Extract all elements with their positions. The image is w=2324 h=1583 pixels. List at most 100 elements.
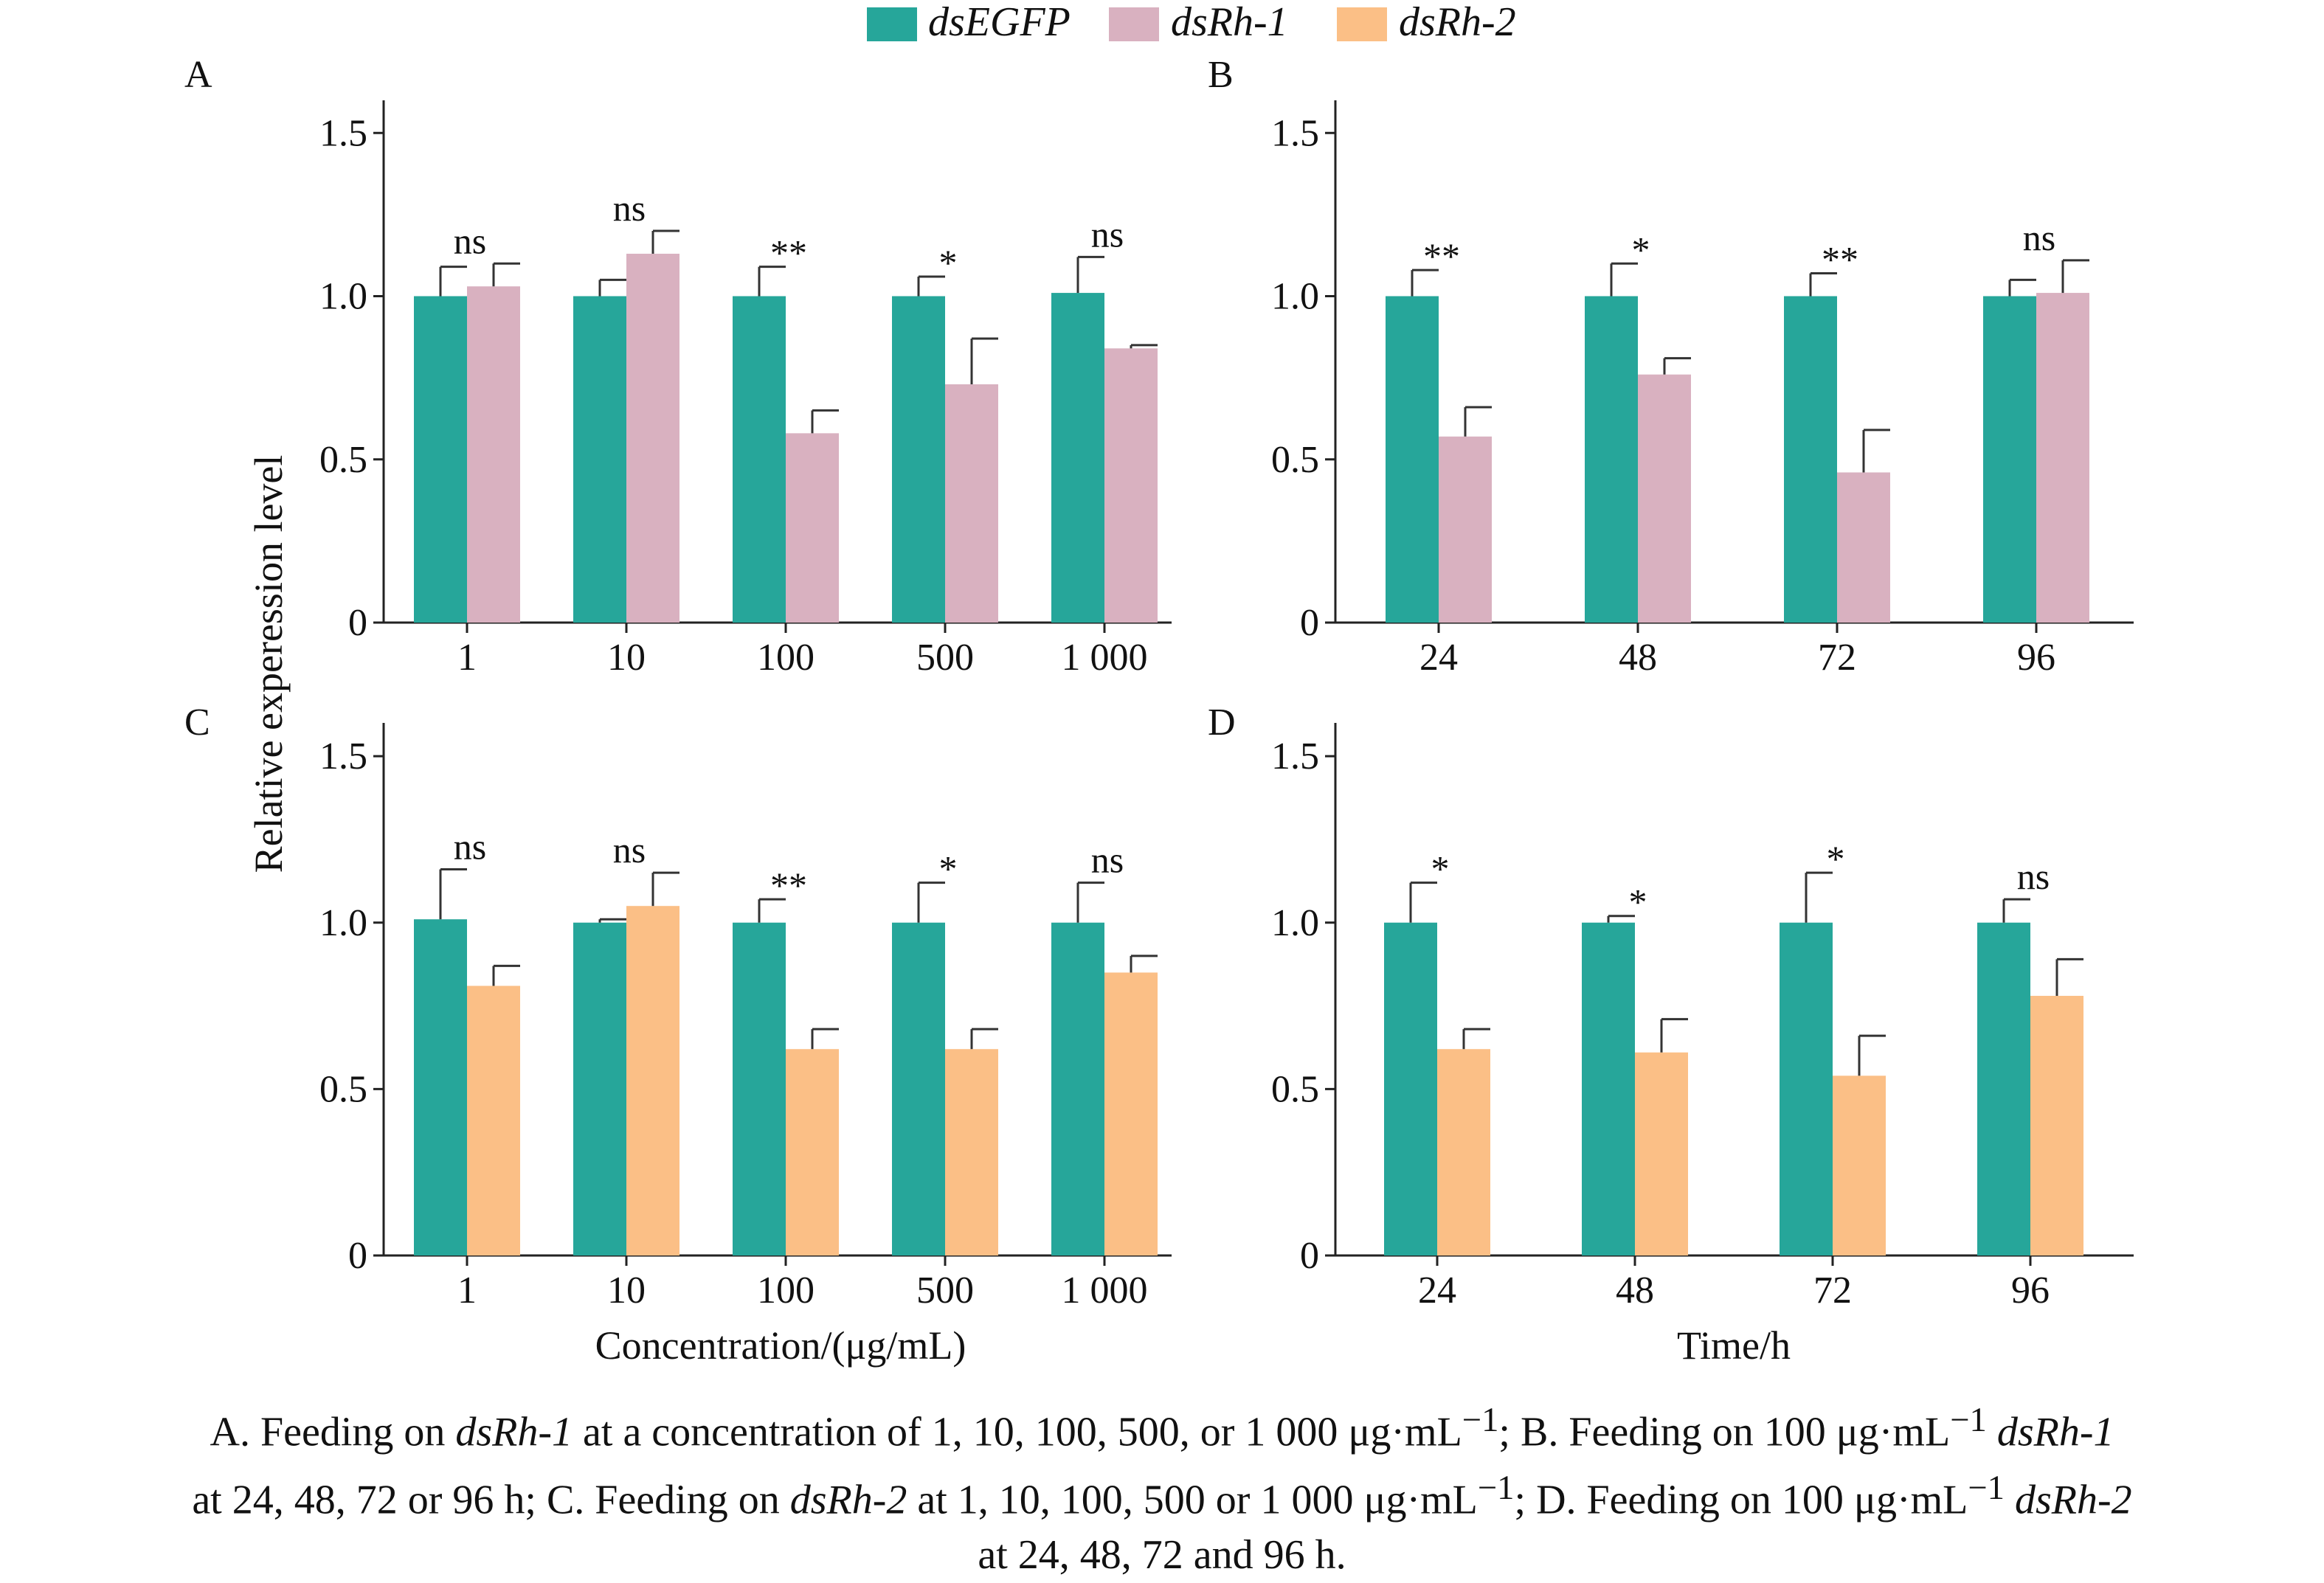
y-tick-label: 1.5 — [1271, 735, 1319, 777]
y-tick-label: 0 — [1300, 602, 1319, 644]
bar-dsEGFP — [573, 296, 626, 623]
legend-label-dsRh-1: dsRh-1 — [1171, 0, 1288, 45]
bar-dsEGFP — [573, 922, 626, 1255]
caption-space — [2005, 1477, 2015, 1523]
bar-dsRh-1 — [1439, 436, 1492, 623]
significance-label: ns — [454, 826, 486, 867]
y-axis-title: Relative experession level — [246, 455, 291, 873]
significance-label: ns — [2017, 856, 2050, 897]
significance-label: ns — [1091, 213, 1124, 254]
significance-label: * — [1632, 229, 1650, 270]
x-tick-label: 100 — [757, 1269, 815, 1312]
bar-dsRh-1 — [945, 384, 998, 623]
x-tick-label: 24 — [1419, 637, 1458, 679]
significance-label: ** — [770, 865, 807, 906]
significance-label: * — [939, 242, 958, 283]
caption-gene-name: dsRh-2 — [2015, 1477, 2132, 1523]
x-tick-label: 72 — [1813, 1269, 1852, 1312]
x-tick-label: 10 — [607, 637, 646, 679]
bar-dsRh-2 — [1437, 1049, 1490, 1255]
caption-line-3: at 24, 48, 72 and 96 h. — [978, 1532, 1346, 1579]
bar-dsEGFP — [733, 922, 786, 1255]
y-tick-label: 1.0 — [1271, 902, 1319, 944]
caption-text: ; D. Feeding on 100 μg·mL — [1514, 1477, 1968, 1523]
significance-label: ** — [1423, 235, 1460, 277]
bar-dsEGFP — [414, 296, 467, 623]
legend-label-dsRh-2: dsRh-2 — [1399, 0, 1516, 45]
bar-dsEGFP — [1384, 922, 1437, 1255]
x-tick-label: 100 — [757, 637, 815, 679]
y-tick-label: 0 — [348, 1235, 367, 1277]
x-axis-title-D: Time/h — [1677, 1323, 1791, 1368]
legend-label-dsEGFP: dsEGFP — [928, 0, 1071, 45]
caption-superscript: −1 — [1477, 1468, 1515, 1507]
x-tick-label: 48 — [1619, 637, 1657, 679]
bar-dsRh-1 — [467, 286, 520, 623]
bar-dsEGFP — [733, 296, 786, 623]
caption-gene-name: dsRh-2 — [789, 1477, 907, 1523]
bar-dsEGFP — [1983, 296, 2036, 623]
y-tick-label: 0 — [348, 602, 367, 644]
x-tick-label: 96 — [2017, 637, 2055, 679]
caption-text: A. Feeding on — [210, 1409, 456, 1455]
bar-dsRh-1 — [1104, 348, 1158, 623]
bar-dsRh-1 — [1837, 472, 1890, 623]
bar-dsEGFP — [1977, 922, 2030, 1255]
panel-label-D: D — [1208, 702, 1236, 744]
significance-label: ns — [454, 220, 486, 261]
y-tick-label: 0.5 — [319, 439, 367, 481]
y-tick-label: 1.5 — [319, 112, 367, 154]
caption-line-2: at 24, 48, 72 or 96 h; C. Feeding on dsR… — [44, 1461, 2280, 1528]
significance-label: ns — [613, 187, 646, 229]
caption-text: at a concentration of 1, 10, 100, 500, o… — [573, 1409, 1462, 1455]
bar-dsEGFP — [414, 919, 467, 1255]
bar-dsEGFP — [1582, 922, 1635, 1255]
x-tick-label: 72 — [1818, 637, 1856, 679]
y-tick-label: 1.5 — [1271, 112, 1319, 154]
bar-dsEGFP — [1784, 296, 1837, 623]
x-tick-label: 500 — [916, 1269, 974, 1312]
bar-dsEGFP — [1051, 922, 1104, 1255]
bar-dsEGFP — [1780, 922, 1833, 1255]
bar-dsRh-2 — [626, 906, 679, 1255]
bar-dsRh-1 — [1638, 374, 1691, 623]
panel-label-C: C — [184, 702, 210, 744]
x-tick-label: 1 000 — [1062, 637, 1148, 679]
x-tick-label: 48 — [1616, 1269, 1654, 1312]
bar-dsEGFP — [1386, 296, 1439, 623]
caption-gene-name: dsRh-1 — [455, 1409, 573, 1455]
caption-superscript: −1 — [1950, 1401, 1987, 1439]
x-tick-label: 1 — [457, 1269, 477, 1312]
y-tick-label: 1.5 — [319, 735, 367, 777]
caption-text: ; B. Feeding on 100 μg·mL — [1498, 1409, 1951, 1455]
significance-label: * — [1827, 838, 1845, 879]
legend-swatch-dsRh-1 — [1109, 7, 1159, 41]
significance-label: ns — [2023, 217, 2055, 258]
caption-text: at 1, 10, 100, 500 or 1 000 μg·mL — [907, 1477, 1478, 1523]
significance-label: ** — [1822, 239, 1858, 280]
significance-label: * — [939, 848, 958, 890]
y-tick-label: 1.0 — [319, 276, 367, 318]
bar-chart-figure: dsEGFP dsRh-1 dsRh-2 Relative experession l… — [184, 0, 2134, 1368]
bar-dsRh-2 — [2030, 996, 2083, 1255]
x-tick-label: 1 — [457, 637, 477, 679]
x-tick-label: 1 000 — [1062, 1269, 1148, 1312]
significance-label: * — [1431, 848, 1450, 890]
y-tick-label: 1.0 — [319, 902, 367, 944]
caption-line-1: A. Feeding on dsRh-1 at a concentration … — [44, 1393, 2280, 1461]
bar-dsRh-2 — [786, 1049, 839, 1255]
caption-gene-name: dsRh-1 — [1996, 1409, 2114, 1455]
panel-label-B: B — [1208, 54, 1234, 96]
x-tick-label: 500 — [916, 637, 974, 679]
bar-dsRh-2 — [945, 1049, 998, 1255]
bar-dsEGFP — [1585, 296, 1638, 623]
x-tick-label: 10 — [607, 1269, 646, 1312]
significance-label: ** — [770, 232, 807, 274]
y-tick-label: 1.0 — [1271, 276, 1319, 318]
y-tick-label: 0.5 — [1271, 439, 1319, 481]
bar-dsRh-2 — [1104, 972, 1158, 1255]
bar-dsRh-1 — [626, 253, 679, 623]
bar-dsRh-2 — [1833, 1075, 1886, 1255]
panel-label-A: A — [184, 54, 212, 96]
bar-dsRh-1 — [786, 433, 839, 623]
